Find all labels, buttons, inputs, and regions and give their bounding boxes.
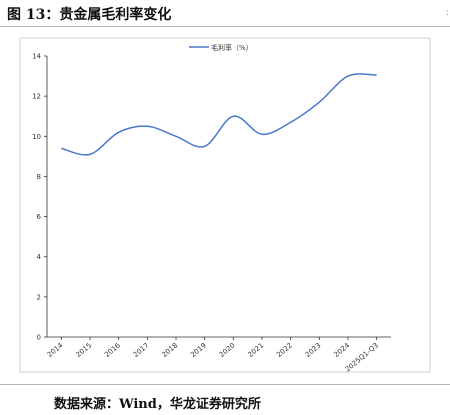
edge-mark: : xyxy=(446,8,450,18)
chart-legend: 毛利率（%） xyxy=(189,43,253,52)
x-tick-label: 2022 xyxy=(275,341,294,359)
x-tick-label: 2014 xyxy=(46,341,65,359)
y-tick-label: 12 xyxy=(32,93,41,101)
y-axis: 0 2 4 6 8 10 12 14 xyxy=(32,53,48,342)
x-tick-label: 2023 xyxy=(304,341,323,359)
y-tick-label: 4 xyxy=(37,253,42,261)
plot-frame xyxy=(19,37,431,373)
x-tick-label: 2015 xyxy=(74,341,93,359)
series-layer xyxy=(61,73,377,156)
x-tick-label: 2024 xyxy=(332,341,351,359)
y-tick-label: 2 xyxy=(37,293,41,301)
y-tick-label: 10 xyxy=(32,133,41,141)
source-note: 数据来源：Wind，华龙证券研究所 xyxy=(54,397,261,412)
top-divider xyxy=(0,26,450,27)
y-tick-label: 6 xyxy=(37,213,42,221)
figure-title: 图 13：贵金属毛利率变化 xyxy=(7,7,172,23)
x-tick-label: 2020 xyxy=(218,341,237,359)
y-tick-label: 14 xyxy=(32,53,41,61)
y-tick-label: 0 xyxy=(37,334,41,342)
legend-label: 毛利率（%） xyxy=(211,43,253,52)
x-tick-label: 2021 xyxy=(246,341,265,359)
x-tick-label: 2019 xyxy=(189,341,208,359)
x-axis: 2014 2015 2016 2017 2018 2019 2020 2021 2022 2023… xyxy=(46,336,391,374)
y-tick-label: 8 xyxy=(37,173,41,181)
bottom-divider xyxy=(0,384,450,385)
series-line xyxy=(61,73,377,156)
x-tick-label: 2018 xyxy=(160,341,179,359)
x-tick-label: 2017 xyxy=(132,341,151,359)
x-tick-label: 2016 xyxy=(103,341,122,359)
